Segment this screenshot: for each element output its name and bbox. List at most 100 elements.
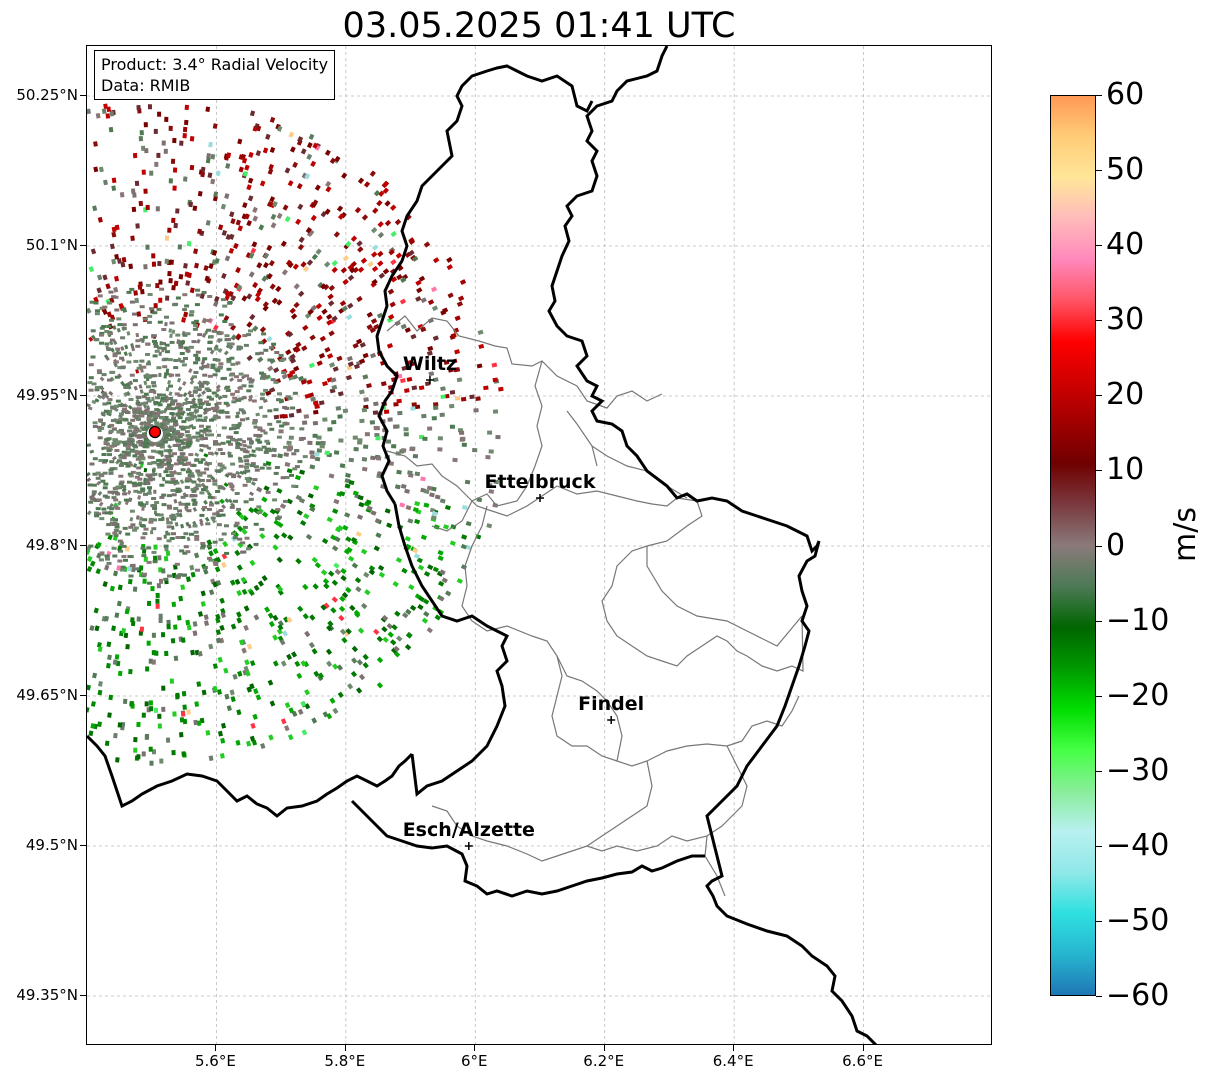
echo-pixel: [252, 281, 259, 289]
echo-pixel: [273, 471, 279, 475]
echo-pixel: [142, 518, 148, 522]
echo-pixel: [101, 373, 107, 377]
map-panel[interactable]: Wiltz Ettelbruck Findel Esch/Alzette: [86, 45, 992, 1045]
echo-pixel: [175, 576, 181, 580]
echo-pixel: [248, 497, 254, 501]
echo-pixel: [175, 333, 181, 337]
echo-pixel: [158, 426, 164, 429]
echo-pixel: [109, 318, 115, 322]
echo-pixel: [475, 396, 481, 401]
echo-pixel: [178, 273, 184, 280]
echo-pixel: [159, 758, 164, 764]
echo-pixel: [230, 218, 236, 225]
echo-pixel: [437, 436, 443, 441]
echo-pixel: [215, 637, 222, 644]
echo-pixel: [221, 466, 227, 470]
echo-pixel: [217, 366, 223, 370]
echo-pixel: [173, 423, 179, 427]
echo-pixel: [96, 541, 102, 548]
echo-pixel: [406, 376, 413, 382]
echo-pixel: [188, 313, 194, 317]
echo-pixel: [201, 364, 207, 368]
echo-pixel: [220, 298, 226, 302]
echo-pixel: [332, 663, 339, 670]
echo-pixel: [439, 412, 445, 417]
echo-pixel: [390, 647, 398, 654]
echo-pixel: [163, 470, 169, 474]
echo-pixel: [182, 401, 188, 405]
echo-pixel: [157, 320, 163, 324]
echo-pixel: [427, 317, 434, 324]
echo-pixel: [119, 403, 125, 407]
echo-pixel: [109, 585, 115, 592]
echo-pixel: [96, 512, 102, 516]
echo-pixel: [369, 327, 376, 334]
echo-pixel: [183, 263, 188, 269]
echo-pixel: [220, 441, 226, 445]
echo-pixel: [324, 346, 331, 353]
echo-pixel: [89, 449, 95, 454]
echo-pixel: [162, 440, 168, 444]
echo-pixel: [321, 308, 328, 315]
echo-pixel: [173, 366, 179, 370]
echo-pixel: [224, 255, 231, 262]
echo-pixel: [171, 493, 177, 497]
echo-pixel: [188, 472, 194, 476]
echo-pixel: [125, 532, 131, 536]
echo-pixel: [87, 483, 93, 487]
echo-pixel: [164, 372, 170, 376]
echo-pixel: [289, 369, 296, 376]
echo-pixel: [357, 438, 363, 443]
echo-pixel: [157, 555, 162, 561]
echo-pixel: [110, 370, 116, 374]
echo-pixel: [192, 494, 198, 498]
echo-pixel: [116, 459, 122, 463]
echo-pixel: [231, 427, 237, 430]
echo-pixel: [387, 288, 395, 295]
echo-pixel: [152, 354, 158, 358]
echo-pixel: [173, 280, 179, 287]
echo-pixel: [396, 635, 403, 642]
canton-boundary: [601, 500, 804, 672]
echo-pixel: [210, 366, 216, 369]
echo-pixel: [259, 532, 266, 540]
echo-pixel: [181, 363, 187, 367]
colorbar-tick: [1096, 245, 1102, 247]
echo-pixel: [140, 536, 146, 540]
colorbar-tick-label: 20: [1106, 377, 1145, 413]
echo-pixel: [221, 272, 227, 279]
echo-pixel: [204, 516, 210, 522]
echo-pixel: [193, 530, 199, 534]
echo-pixel: [217, 462, 223, 466]
echo-pixel: [182, 438, 188, 442]
echo-pixel: [145, 342, 151, 346]
echo-pixel: [125, 391, 131, 396]
echo-pixel: [390, 258, 397, 266]
echo-pixel: [144, 148, 149, 154]
echo-pixel: [164, 650, 169, 657]
echo-pixel: [183, 311, 189, 318]
echo-pixel: [180, 427, 186, 431]
city-esch-alzette: Esch/Alzette: [403, 819, 535, 850]
echo-pixel: [94, 338, 100, 342]
echo-pixel: [318, 400, 325, 406]
echo-pixel: [193, 361, 199, 365]
echo-pixel: [331, 420, 337, 425]
echo-pixel: [216, 433, 221, 437]
echo-pixel: [230, 334, 237, 341]
echo-pixel: [394, 610, 401, 617]
echo-pixel: [145, 428, 151, 432]
echo-pixel: [314, 562, 322, 569]
echo-pixel: [208, 558, 214, 562]
echo-pixel: [132, 379, 138, 383]
echo-pixel: [88, 388, 94, 392]
echo-pixel: [167, 574, 172, 578]
echo-pixel: [109, 460, 115, 464]
echo-pixel: [165, 368, 170, 373]
echo-pixel: [157, 442, 163, 446]
echo-pixel: [129, 300, 135, 304]
echo-pixel: [354, 577, 362, 584]
echo-pixel: [182, 456, 188, 460]
echo-pixel: [162, 458, 168, 462]
echo-pixel: [155, 401, 161, 405]
